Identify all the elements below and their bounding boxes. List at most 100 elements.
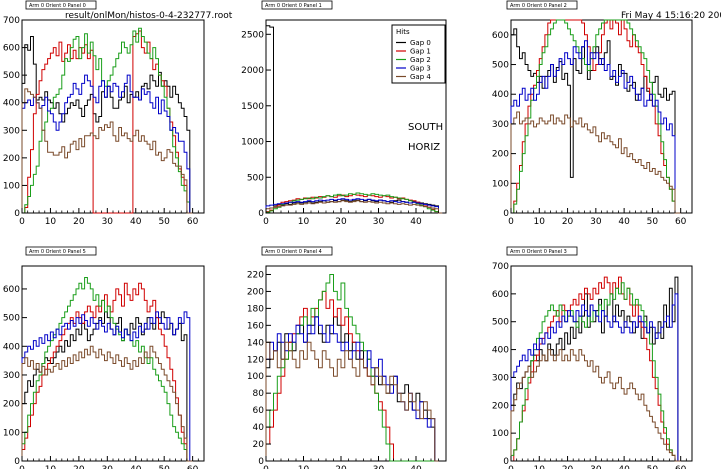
legend-entry: Gap 0 <box>410 39 431 47</box>
x-tick-label: 60 <box>675 217 687 227</box>
histogram-series-gap3 <box>265 198 443 214</box>
x-tick-label: 20 <box>73 217 85 227</box>
y-tick-label: 0 <box>503 209 509 219</box>
panel-title: Arm 0 Orient 0 Panel 3 <box>510 249 567 255</box>
y-tick-label: 60 <box>253 406 265 416</box>
y-tick-label: 40 <box>253 423 265 433</box>
x-tick-label: 40 <box>410 217 422 227</box>
y-tick-label: 0 <box>258 209 264 219</box>
x-tick-label: 20 <box>335 465 347 469</box>
x-tick-label: 0 <box>19 465 25 469</box>
legend-title: Hits <box>396 28 410 36</box>
x-tick-label: 60 <box>187 217 199 227</box>
panel-title: Arm 0 Orient 0 Panel 5 <box>29 249 86 255</box>
x-tick-label: 40 <box>130 465 142 469</box>
y-tick-label: 600 <box>3 44 20 54</box>
legend-entry: Gap 3 <box>410 65 431 73</box>
legend-entry: Gap 2 <box>410 56 431 64</box>
histogram-series-gap4 <box>265 200 443 214</box>
root-file-label: result/onlMon/histos-0-4-232777.root <box>65 11 233 21</box>
histogram-series-gap3 <box>21 311 193 462</box>
x-tick-label: 40 <box>618 465 630 469</box>
x-tick-label: 60 <box>187 465 199 469</box>
y-tick-label: 700 <box>492 262 509 272</box>
y-tick-label: 300 <box>492 120 509 130</box>
histogram-series-gap2 <box>265 192 443 214</box>
x-tick-label: 50 <box>158 465 170 469</box>
panel-title-box <box>261 0 333 10</box>
y-tick-label: 600 <box>492 290 509 300</box>
x-tick-label: 30 <box>590 465 602 469</box>
histogram-series-gap3 <box>510 293 681 462</box>
x-tick-label: 10 <box>534 217 546 227</box>
x-tick-label: 0 <box>263 465 269 469</box>
histogram-series-gap1 <box>21 282 193 462</box>
y-tick-label: 2500 <box>241 30 264 40</box>
legend-frame <box>391 24 446 84</box>
y-tick-label: 400 <box>492 90 509 100</box>
y-tick-label: 500 <box>3 314 20 324</box>
y-tick-label: 600 <box>492 31 509 41</box>
x-tick-label: 30 <box>102 465 114 469</box>
y-tick-label: 100 <box>247 372 264 382</box>
histogram-series-gap4 <box>21 345 193 462</box>
histogram-series-gap2 <box>511 19 681 214</box>
y-tick-label: 200 <box>492 150 509 160</box>
y-tick-label: 1000 <box>241 138 264 148</box>
y-tick-label: 0 <box>14 457 20 467</box>
histogram-series-gap1 <box>265 290 439 462</box>
x-tick-label: 0 <box>263 217 269 227</box>
y-tick-label: 500 <box>492 61 509 71</box>
x-tick-label: 10 <box>45 217 57 227</box>
y-tick-label: 500 <box>492 318 509 328</box>
x-tick-label: 30 <box>590 217 602 227</box>
annotation-horiz: HORIZ <box>408 142 440 153</box>
histogram-panel-5: Arm 0 Orient 0 Panel 3010203040506001002… <box>492 246 693 469</box>
y-tick-label: 80 <box>253 389 265 399</box>
panel-title: Arm 0 Orient 0 Panel 1 <box>265 3 322 9</box>
histogram-series-gap3 <box>510 40 681 214</box>
y-tick-label: 100 <box>492 179 509 189</box>
x-tick-label: 40 <box>618 217 630 227</box>
y-tick-label: 1500 <box>241 102 264 112</box>
x-tick-label: 40 <box>130 217 142 227</box>
x-tick-label: 0 <box>508 217 514 227</box>
y-tick-label: 220 <box>247 270 264 280</box>
y-tick-label: 300 <box>3 126 20 136</box>
y-tick-label: 140 <box>247 338 264 348</box>
date-label: Fri May 4 15:16:20 2007 <box>621 11 721 21</box>
x-tick-label: 10 <box>298 465 310 469</box>
y-tick-label: 100 <box>3 181 20 191</box>
x-tick-label: 20 <box>562 217 574 227</box>
histogram-series-gap3 <box>21 74 193 214</box>
x-tick-label: 20 <box>335 217 347 227</box>
histogram-panel-1: Arm 0 Orient 0 Panel 1 0 10 20 30 40 0 500 1000 1… <box>241 0 447 227</box>
histogram-panel-0: Arm 0 Orient 0 Panel 00 10 20 30 40 50 6001002… <box>3 0 205 227</box>
panel-title: Arm 0 Orient 0 Panel 0 <box>29 3 86 9</box>
histogram-series-gap4 <box>265 341 439 462</box>
histogram-series-gap4 <box>510 349 681 462</box>
histogram-series-gap2 <box>22 27 193 214</box>
y-tick-label: 0 <box>503 457 509 467</box>
histogram-series-gap2 <box>21 277 193 462</box>
panel-title-box <box>25 246 97 256</box>
x-tick-label: 40 <box>410 465 422 469</box>
x-tick-label: 30 <box>102 217 114 227</box>
y-tick-label: 200 <box>3 154 20 164</box>
y-tick-label: 600 <box>3 285 20 295</box>
x-tick-label: 50 <box>647 217 659 227</box>
panel-title-box <box>506 246 578 256</box>
y-tick-label: 100 <box>492 429 509 439</box>
x-tick-label: 30 <box>373 217 385 227</box>
y-tick-label: 100 <box>3 428 20 438</box>
panel-title: Arm 0 Orient 0 Panel 2 <box>510 3 567 9</box>
histogram-panel-3: Arm 0 Orient 0 Panel 5010203040506001002… <box>3 246 205 469</box>
histogram-panel-4: Arm 0 Orient 0 Panel 4 0 10 20 30 40 0 20 40 60 80… <box>247 246 447 469</box>
y-tick-label: 300 <box>3 371 20 381</box>
histogram-series-gap4 <box>21 88 193 214</box>
x-tick-label: 0 <box>508 465 514 469</box>
x-tick-label: 50 <box>158 217 170 227</box>
plot-frame <box>21 19 205 214</box>
